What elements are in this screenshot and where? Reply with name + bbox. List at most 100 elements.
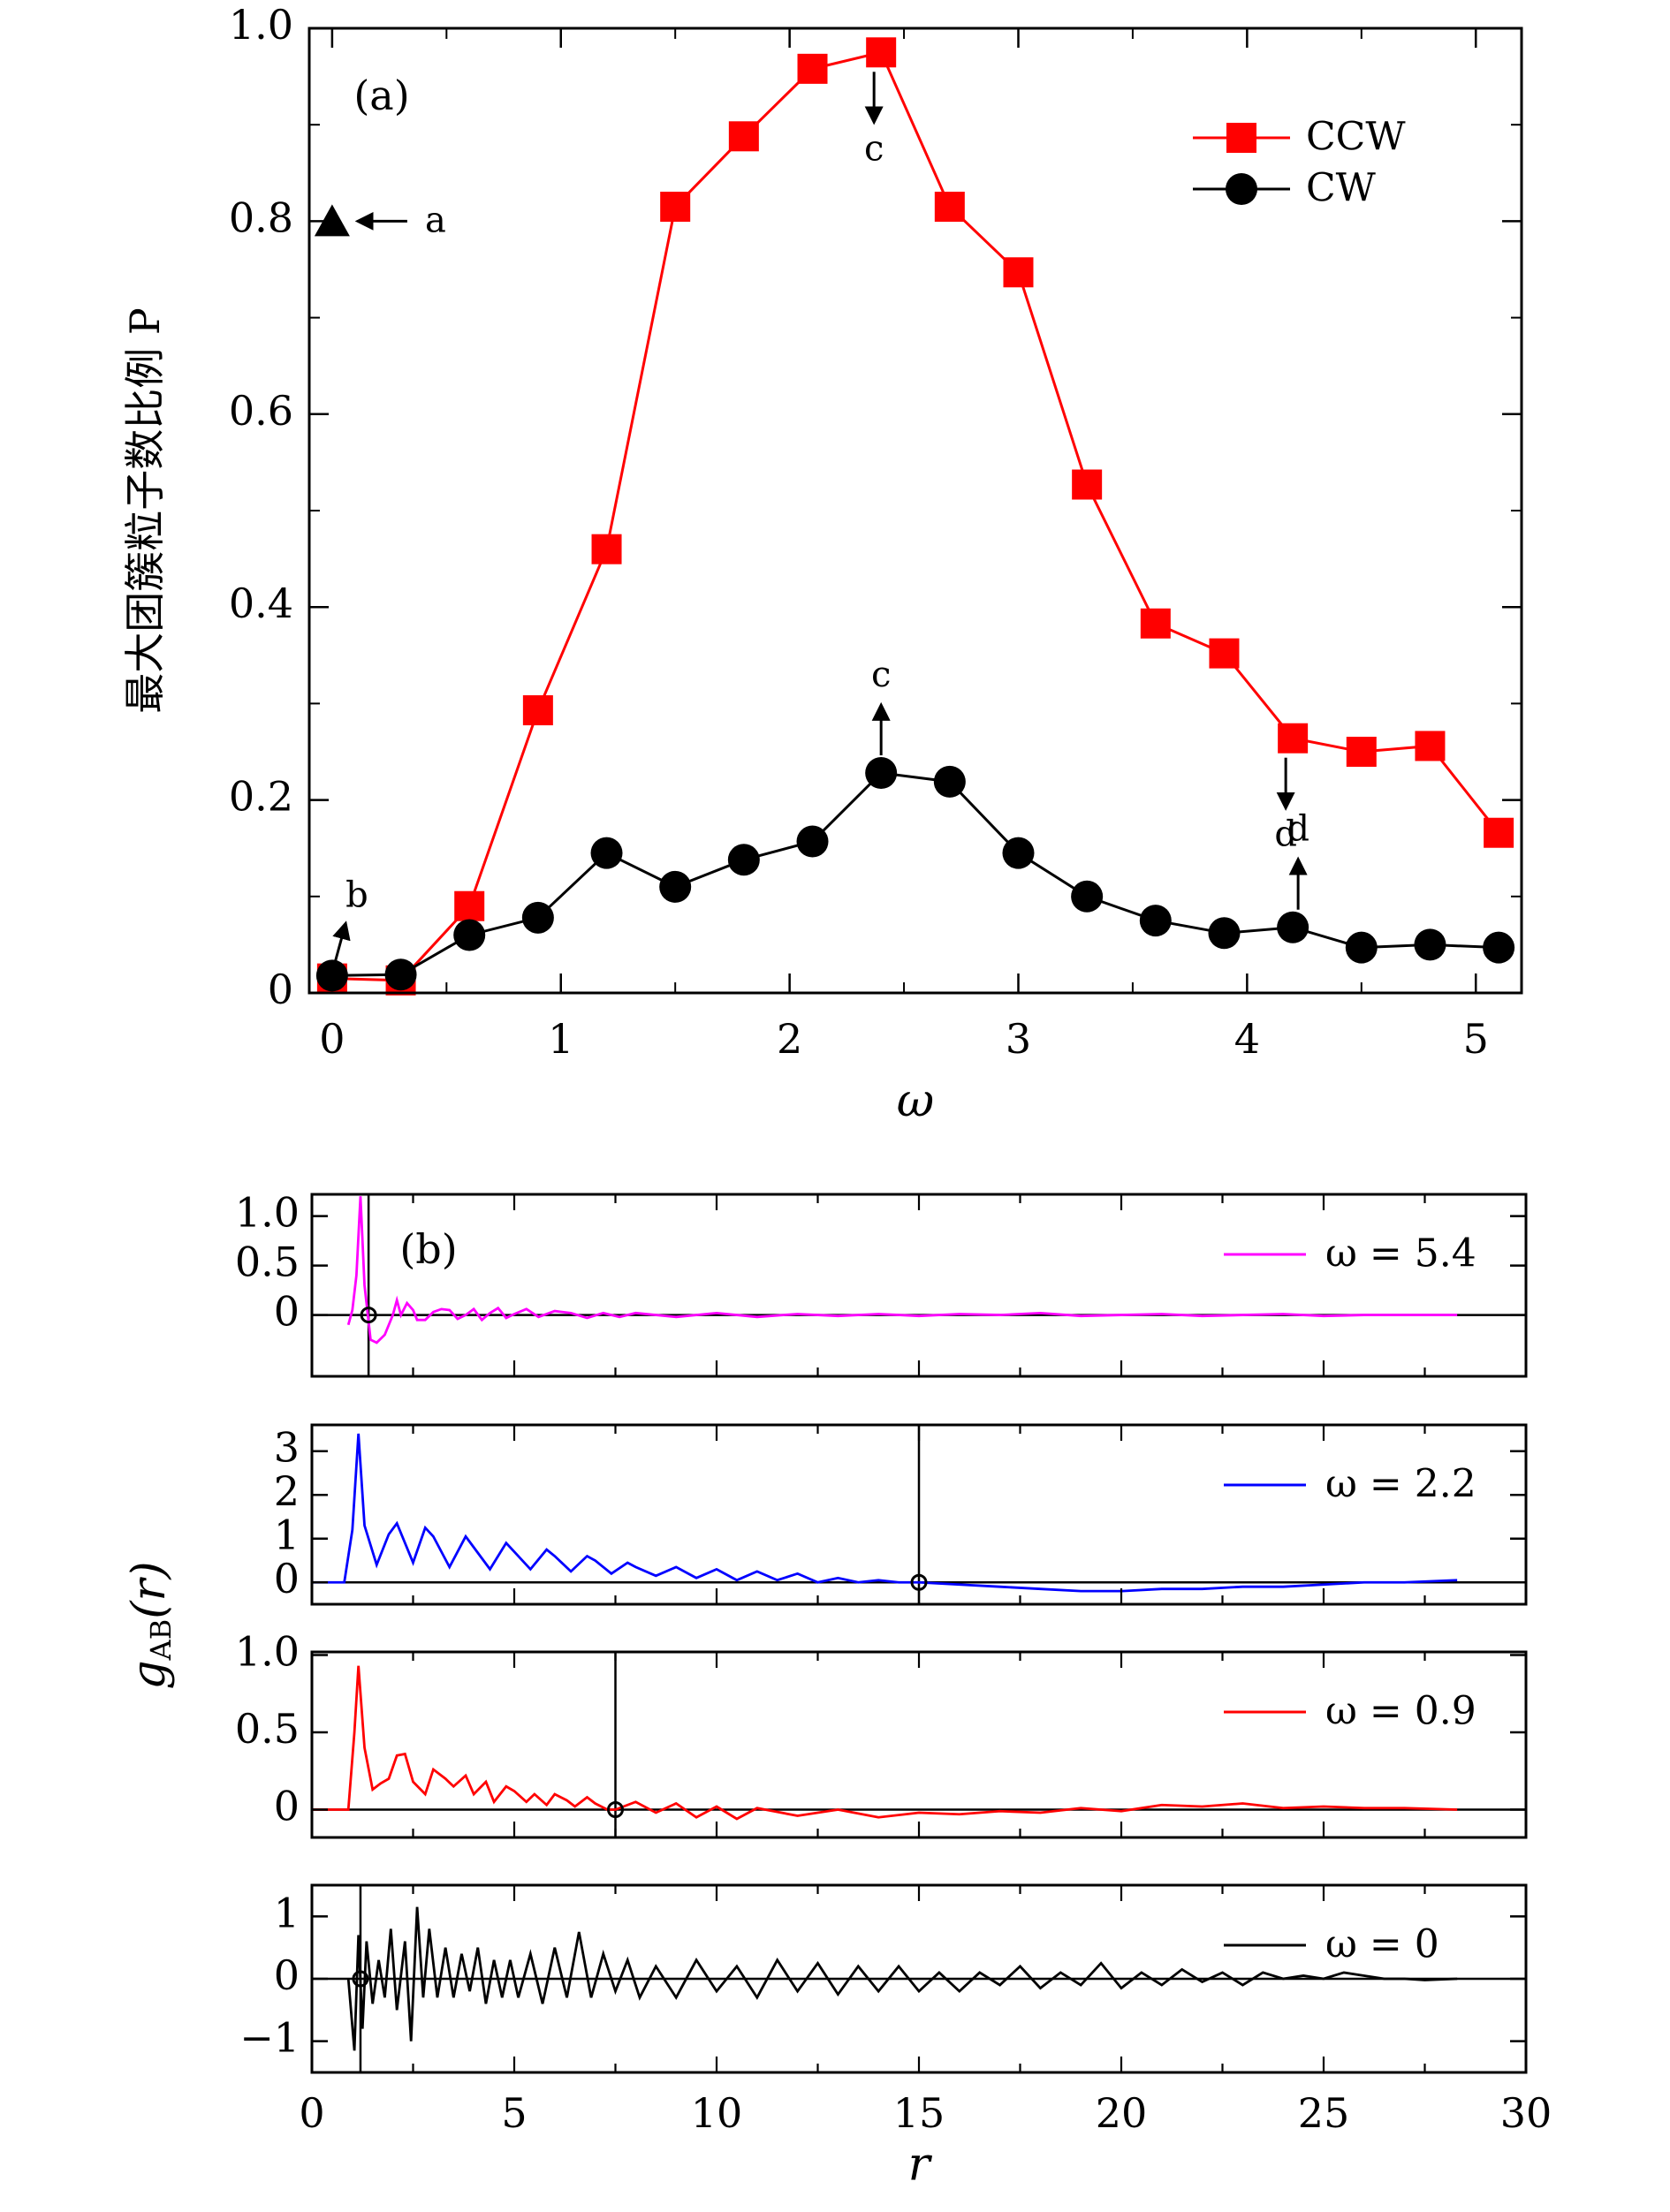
cw-point [1346, 932, 1378, 964]
cw-point [591, 837, 623, 869]
x-tick-label: 1 [548, 1015, 573, 1063]
annotation-label: d [1287, 809, 1309, 850]
annotation-label: c [871, 655, 891, 695]
ylabel-sub: AB [144, 1619, 178, 1662]
legend-label: ω = 0.9 [1325, 1689, 1476, 1734]
y-tick-label: 1.0 [235, 1628, 300, 1676]
x-tick-label: 30 [1500, 2089, 1552, 2137]
cw-point [1002, 837, 1034, 869]
y-tick-label: 1.0 [229, 1, 293, 49]
ccw-point [1347, 737, 1377, 767]
x-tick-label: 0 [319, 1015, 345, 1063]
subplot-2: 0 0.5 1.0 ω = 0.9 [235, 1628, 1526, 1838]
cw-point [453, 919, 485, 951]
y-tick-label: 0.2 [229, 773, 293, 821]
gab-line [312, 1666, 1457, 1819]
y-tick-label: 0.4 [229, 580, 293, 627]
legend-label-ccw: CCW [1306, 115, 1406, 160]
legend-marker-cw [1226, 173, 1257, 205]
ccw-point [660, 192, 690, 222]
x-tick-label: 4 [1234, 1015, 1260, 1063]
series-line-cw [332, 773, 1499, 975]
x-tick-label: 0 [299, 2089, 324, 2137]
y-tick-label: 1.0 [235, 1189, 300, 1237]
cw-point [865, 757, 897, 789]
panel-label: (b) [399, 1225, 457, 1273]
legend-marker-ccw [1226, 123, 1256, 153]
ccw-point [1141, 609, 1171, 639]
ccw-point [1278, 723, 1308, 754]
y-tick-label: 0 [274, 1555, 300, 1602]
cw-point [1140, 905, 1172, 936]
x-tick-label: 5 [501, 2089, 527, 2137]
legend-label: ω = 2.2 [1325, 1462, 1476, 1507]
cw-point [522, 902, 554, 934]
y-tick-label: 1 [274, 1889, 300, 1936]
annotation-label: a [425, 200, 446, 240]
x-axis-title: ω [897, 1075, 934, 1128]
ylabel-suffix: (r) [123, 1561, 176, 1618]
cw-point [659, 871, 691, 903]
annotation-label: c [864, 128, 884, 169]
y-axis-title: 最大团簇粒子数比例 P [121, 307, 169, 714]
x-tick-label: 3 [1006, 1015, 1031, 1063]
x-tick-label: 15 [893, 2089, 945, 2137]
y-tick-label: 2 [274, 1467, 300, 1515]
cw-point [934, 766, 966, 798]
legend-label: ω = 5.4 [1325, 1231, 1476, 1276]
cw-point [1483, 932, 1514, 964]
x-tick-label: 2 [777, 1015, 802, 1063]
y-tick-label: 1 [274, 1511, 300, 1559]
y-tick-label: 0 [274, 1951, 300, 1999]
gab-line [348, 1196, 1457, 1343]
ccw-point [1484, 818, 1514, 848]
ccw-point [798, 54, 828, 84]
panel-label: (a) [353, 72, 409, 119]
cw-point [1277, 912, 1309, 943]
x-tick-label: 5 [1463, 1015, 1489, 1063]
cw-point [797, 826, 829, 858]
subplot-0: 00.51.0 ω = 5.4 [235, 1189, 1526, 1376]
ccw-point [523, 695, 553, 725]
x-axis-title: r [908, 2139, 933, 2192]
cw-point [385, 958, 417, 990]
figure: 0 1 2 3 4 500.20.40.60.81.0abccdd(a)CCWCWω最大团… [0, 0, 1670, 2212]
annotation-label: b [345, 875, 368, 915]
y-tick-label: 0 [274, 1288, 300, 1336]
panel-a-chart: 0 1 2 3 4 5 0 0.2 0.4 0.6 0.8 1.0 a b c c dd (a) CCW CW ω 最大团… [121, 1, 1522, 1128]
gab-line [312, 1434, 1457, 1591]
y-tick-label: 0.5 [235, 1705, 300, 1753]
x-tick-label: 25 [1298, 2089, 1350, 2137]
ccw-point [1209, 639, 1239, 669]
x-tick-label: 10 [691, 2089, 743, 2137]
ccw-point [592, 534, 622, 564]
y-tick-label: 0 [268, 966, 293, 1013]
ccw-point [866, 37, 896, 67]
y-tick-label: −1 [239, 2014, 300, 2062]
y-tick-label: 0.6 [229, 387, 293, 435]
subplot-3: −1 0 1 ω = 0 [239, 1885, 1526, 2072]
ccw-point [1415, 731, 1445, 761]
ccw-point [935, 192, 965, 222]
cw-point [728, 844, 760, 875]
y-tick-label: 0.8 [229, 193, 293, 241]
annotation-arrow [335, 924, 345, 963]
cw-point [1208, 917, 1240, 949]
y-tick-label: 0 [274, 1783, 300, 1830]
subplot-frame [312, 1194, 1526, 1376]
ccw-point [454, 891, 484, 921]
y-axis-title: gAB(r) [123, 1561, 178, 1689]
legend-label: ω = 0 [1325, 1922, 1439, 1967]
cw-point [316, 959, 348, 991]
cw-point [1414, 928, 1446, 960]
legend-label-cw: CW [1306, 166, 1377, 211]
y-tick-label: 3 [274, 1424, 300, 1472]
x-tick-label: 20 [1096, 2089, 1148, 2137]
ylabel-main: g [123, 1660, 176, 1689]
ccw-point [1003, 257, 1033, 287]
cw-point [1071, 881, 1103, 913]
ccw-point [729, 121, 759, 151]
y-tick-label: 0.5 [235, 1239, 300, 1286]
